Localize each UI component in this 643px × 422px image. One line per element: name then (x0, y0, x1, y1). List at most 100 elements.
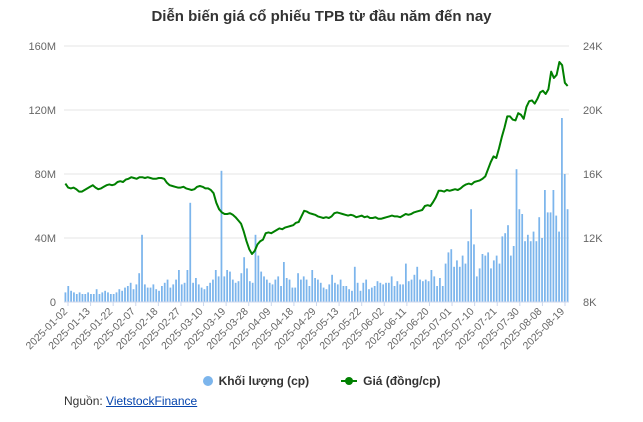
legend-item-price[interactable]: Giá (đồng/cp) (341, 374, 440, 388)
volume-bar (555, 215, 558, 302)
y-right-tick-label: 12K (583, 233, 603, 245)
volume-bar (317, 279, 319, 302)
volume-bar (146, 287, 149, 302)
volume-bar (305, 279, 308, 302)
volume-bar (370, 287, 373, 302)
legend-swatch-price (341, 376, 358, 386)
legend-item-volume[interactable]: Khối lượng (cp) (202, 374, 309, 388)
volume-bar (359, 290, 362, 302)
volume-bar (155, 289, 158, 302)
volume-bar (535, 241, 538, 302)
volume-bar (393, 286, 396, 302)
volume-bar (430, 270, 433, 302)
volume-bar (353, 266, 356, 302)
volume-bar (532, 231, 535, 302)
volume-bar (561, 118, 563, 302)
volume-bar (481, 254, 484, 302)
volume-bar (427, 281, 430, 302)
volume-bar (362, 282, 365, 302)
volume-bar (416, 266, 419, 302)
volume-bar (246, 268, 248, 302)
volume-bar (169, 287, 172, 302)
volume-bar (387, 282, 390, 302)
volume-bar (302, 276, 305, 302)
volume-bar (461, 255, 464, 302)
volume-bar (490, 268, 492, 302)
y-left-tick-label: 80M (35, 169, 56, 181)
volume-bar (515, 169, 518, 302)
volume-bar (189, 202, 192, 302)
volume-bar (95, 289, 98, 302)
y-left-tick-label: 120M (28, 105, 56, 117)
volume-bar (328, 284, 331, 302)
volume-bar (544, 190, 546, 302)
volume-bar (339, 279, 342, 302)
volume-bar (464, 263, 467, 302)
volume-bar (257, 255, 260, 302)
volume-bar (195, 278, 197, 302)
volume-bar (90, 294, 92, 302)
volume-bar (92, 294, 95, 302)
volume-bar (385, 282, 387, 302)
volume-bar (248, 281, 251, 302)
volume-bar (178, 270, 180, 302)
volume-bar (402, 284, 404, 302)
volume-bar (209, 282, 211, 302)
y-right-tick-label: 16K (583, 169, 603, 181)
volume-bar (226, 270, 229, 302)
volume-bar (149, 287, 152, 302)
volume-bar (478, 268, 481, 302)
volume-bar (109, 294, 112, 302)
volume-bar (518, 209, 521, 302)
volume-bar (407, 281, 410, 302)
volume-bar (538, 217, 541, 302)
volume-bar (186, 270, 189, 302)
volume-bar (419, 279, 421, 302)
volume-bar (512, 246, 515, 302)
volume-bar (104, 290, 107, 302)
volume-bar (413, 274, 416, 302)
volume-bar (124, 287, 126, 302)
price-line (64, 61, 569, 255)
volume-bar (84, 294, 87, 302)
volume-bar (487, 252, 490, 302)
volume-bar (546, 212, 549, 302)
volume-bar (183, 282, 186, 302)
volume-bar (541, 238, 543, 302)
volume-bar (101, 292, 104, 302)
volume-bar (143, 284, 146, 302)
volume-bar (368, 289, 370, 302)
volume-bar (277, 276, 280, 302)
volume-bar (206, 286, 209, 302)
volume-bar (229, 271, 231, 302)
volume-bar (64, 292, 67, 302)
volume-bar (458, 266, 461, 302)
volume-bar (475, 276, 478, 302)
volume-bar (495, 255, 498, 302)
volume-bar (132, 289, 135, 302)
volume-bar (78, 292, 81, 302)
volume-bar (280, 286, 282, 302)
volume-bar (467, 241, 470, 302)
volume-bar (138, 273, 141, 302)
volume-bar (404, 263, 407, 302)
volume-bar (552, 190, 555, 302)
source-link[interactable]: VietstockFinance (106, 394, 198, 408)
volume-bar (192, 282, 194, 302)
volume-bar (282, 262, 285, 302)
volume-bar (121, 290, 124, 302)
volume-bar (223, 276, 226, 302)
volume-bar (334, 282, 336, 302)
volume-bar (501, 236, 504, 302)
volume-bar (473, 244, 475, 302)
volume-bar (118, 289, 121, 302)
volume-bar (288, 279, 291, 302)
volume-bar (342, 286, 345, 302)
volume-bar (217, 276, 220, 302)
volume-bar (240, 273, 243, 302)
volume-bar (439, 278, 441, 302)
volume-bar (180, 284, 183, 302)
volume-bar (231, 279, 234, 302)
volume-bar (152, 284, 155, 302)
